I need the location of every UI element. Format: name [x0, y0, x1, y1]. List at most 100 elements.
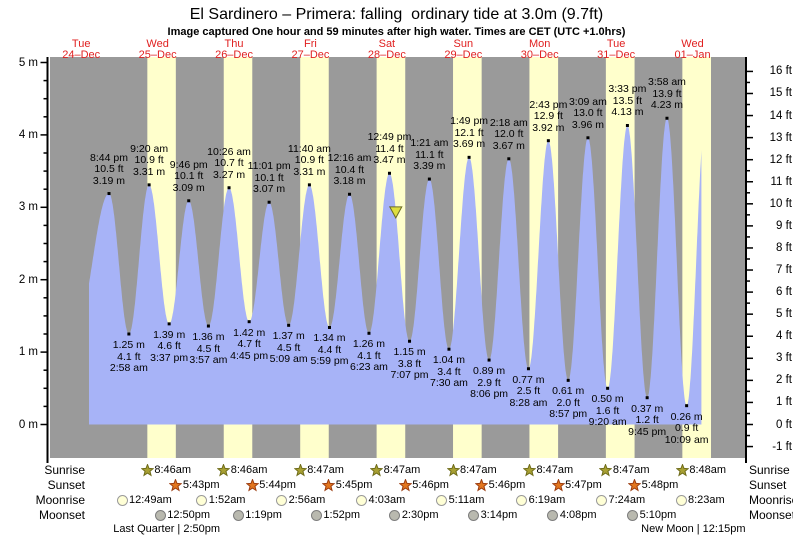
right-axis-tick [747, 81, 750, 84]
tide-extreme-dot [447, 347, 451, 351]
tide-extreme-dot [247, 320, 251, 324]
sunset-time: 5:46pm [412, 479, 449, 491]
moonset-icon [546, 509, 559, 522]
tide-extreme-dot [127, 332, 131, 336]
high-tide-label: 12:49 pm 11.4 ft 3.47 m [367, 131, 412, 167]
sunrise-icon [140, 463, 154, 477]
sunrise-time: 8:47am [307, 464, 344, 476]
sunrise-time: 8:46am [230, 464, 268, 476]
y-axis-left-label: 1 m [18, 346, 38, 359]
high-tide-label: 1:21 am 11.1 ft 3.39 m [410, 137, 449, 173]
tide-extreme-dot [267, 200, 271, 204]
astro-row-label-right: Sunrise [749, 463, 790, 477]
moonset-time: 1:19pm [245, 509, 282, 521]
y-axis-right-label: 4 ft [776, 330, 792, 343]
low-tide-label: 1.25 m 4.1 ft 2:58 am [109, 339, 148, 374]
date-axis-dayname: Wed [146, 38, 169, 50]
y-axis-right-label: 9 ft [776, 219, 792, 232]
left-axis-tick [43, 224, 47, 227]
right-axis-tick [747, 302, 750, 304]
astro-row-label-right: Moonrise [749, 493, 793, 507]
sunrise-icon [217, 463, 231, 477]
date-axis-dayname: Thu [224, 38, 244, 50]
tide-extreme-dot [625, 123, 629, 127]
astro-row-label-left: Sunrise [44, 463, 85, 477]
right-axis-tick [747, 434, 750, 437]
astro-row-label-left: Sunset [47, 478, 85, 492]
y-axis-right-label: 10 ft [769, 197, 792, 210]
y-axis-right-label: 12 ft [769, 153, 792, 166]
high-tide-label: 9:46 pm 10.1 ft 3.09 m [169, 158, 208, 194]
right-axis-tick [747, 445, 753, 448]
right-axis-tick [747, 158, 753, 161]
right-axis-tick [747, 192, 750, 194]
tide-extreme-dot [546, 139, 550, 143]
y-axis-left-label: 2 m [18, 273, 38, 286]
high-tide-label: 11:01 pm 10.1 ft 3.07 m [247, 160, 291, 196]
chart-subtitle: Image captured One hour and 59 minutes a… [167, 26, 626, 38]
left-axis-tick [43, 315, 47, 317]
date-axis-date: 29–Dec [444, 49, 483, 61]
right-axis-tick [747, 423, 753, 426]
right-axis-tick [747, 346, 750, 349]
tide-extreme-dot [427, 177, 431, 181]
sunrise-time: 8:48am [689, 464, 727, 476]
left-axis-tick [43, 369, 47, 371]
tide-extreme-dot [287, 323, 291, 327]
left-axis-tick [43, 97, 47, 100]
sunrise-icon [599, 463, 613, 477]
high-tide-label: 9:20 am 10.9 ft 3.31 m [130, 142, 169, 178]
moonrise-icon [595, 494, 608, 507]
right-axis-tick [747, 291, 753, 293]
moonrise-icon [675, 494, 688, 507]
right-axis-tick [747, 247, 753, 249]
sunset-time: 5:44pm [259, 479, 296, 491]
sunset-time: 5:48pm [641, 479, 679, 491]
sunset-icon [475, 478, 489, 492]
left-axis-tick [43, 79, 47, 82]
right-axis-tick [747, 214, 750, 216]
moonrise-time: 4:03am [368, 494, 406, 506]
y-axis-right-label: 2 ft [776, 374, 792, 387]
low-tide-label: 1.37 m 4.5 ft 5:09 am [269, 330, 308, 366]
left-axis-line [46, 57, 49, 463]
moonrise-time: 2:56am [288, 494, 326, 506]
moonrise-time: 1:52am [208, 494, 246, 506]
high-tide-label: 2:43 pm 12.9 ft 3.92 m [529, 98, 568, 134]
moonset-icon [626, 509, 639, 522]
tide-extreme-dot [408, 339, 412, 343]
right-axis-tick [747, 412, 750, 415]
left-axis-tick [43, 188, 47, 190]
low-tide-label: 1.34 m 4.4 ft 5:59 pm [310, 332, 349, 368]
moonset-time: 2:30pm [401, 509, 439, 521]
date-axis-date: 24–Dec [62, 49, 101, 61]
right-axis-tick [747, 92, 753, 95]
right-axis-tick [747, 390, 750, 393]
low-tide-label: 1.36 m 4.5 ft 3:57 am [189, 331, 228, 367]
moonrise-time: 6:19am [528, 494, 566, 506]
y-axis-right-label: 0 ft [776, 418, 792, 431]
high-tide-label: 3:09 am 13.0 ft 3.96 m [568, 95, 607, 131]
y-axis-right-label: 6 ft [776, 286, 792, 299]
left-axis-tick [43, 116, 47, 118]
tide-extreme-dot [327, 325, 331, 329]
right-axis-tick [747, 324, 750, 326]
tide-extreme-dot [227, 186, 231, 190]
tide-extreme-dot [348, 192, 352, 196]
low-tide-label: 0.50 m 1.6 ft 9:20 am [588, 393, 627, 429]
high-tide-label: 1:49 pm 12.1 ft 3.69 m [450, 115, 489, 151]
tide-extreme-dot [487, 358, 491, 362]
right-axis-tick [747, 136, 753, 139]
moonset-icon [388, 509, 401, 522]
y-axis-right-label: 7 ft [776, 264, 792, 277]
sunset-icon [398, 478, 412, 492]
high-tide-label: 3:58 am 13.9 ft 4.23 m [647, 76, 686, 112]
sunset-icon [245, 478, 259, 492]
left-axis-tick [43, 297, 47, 299]
sunrise-icon [675, 463, 689, 477]
moon-phase-label: Last Quarter | 2:50pm [113, 523, 221, 535]
right-axis-tick [747, 203, 753, 205]
date-axis-dayname: Tue [71, 38, 91, 50]
moonrise-time: 7:24am [608, 494, 646, 506]
left-axis-tick [40, 423, 47, 426]
